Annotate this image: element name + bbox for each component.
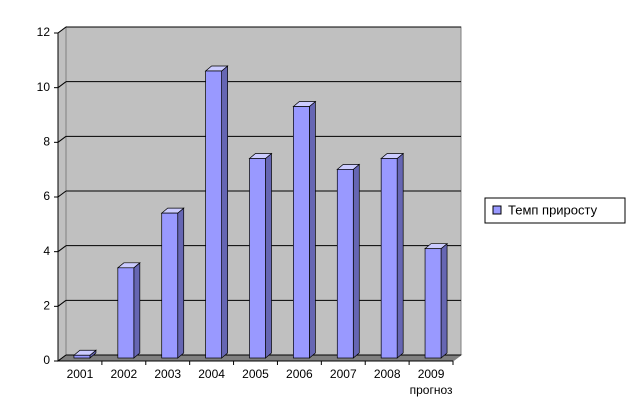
- y-tick-label: 10: [37, 80, 51, 94]
- bar-side: [440, 242, 448, 359]
- bar: [293, 106, 310, 359]
- x-tick-label: 2002: [110, 367, 137, 381]
- bar-side: [265, 152, 272, 359]
- bar: [161, 212, 179, 359]
- y-tick-label: 12: [37, 25, 51, 39]
- grid-line-side: [57, 81, 67, 89]
- grid-line-side: [57, 299, 67, 307]
- grid-line-side: [57, 135, 67, 143]
- bar: [336, 169, 354, 359]
- bar: [117, 267, 135, 359]
- y-tick-label: 6: [43, 189, 50, 203]
- bar-side: [396, 152, 404, 359]
- legend: Темп приросту: [484, 197, 626, 224]
- bar-side: [177, 207, 185, 359]
- x-tick-label: 2003: [154, 367, 181, 381]
- annotation: прогноз: [410, 383, 453, 397]
- y-tick-label: 4: [43, 244, 50, 258]
- x-tick-label: 2006: [286, 367, 313, 381]
- y-tick-label: 0: [43, 353, 50, 367]
- x-tick-label: 2005: [242, 367, 269, 381]
- grid-line-side: [57, 245, 67, 253]
- grid-line-side: [57, 354, 67, 362]
- bar: [249, 158, 266, 359]
- bar-side: [352, 163, 360, 359]
- grid-line-side: [57, 190, 67, 198]
- y-tick-label: 8: [43, 135, 50, 149]
- x-tick-label: 2001: [67, 367, 94, 381]
- bar: [380, 158, 398, 359]
- bar-side: [221, 65, 228, 359]
- grid-line-side: [57, 26, 67, 34]
- x-tick-label: 2008: [374, 367, 401, 381]
- legend-swatch: [492, 205, 502, 215]
- x-tick-label: 2007: [330, 367, 357, 381]
- bar: [424, 248, 442, 359]
- legend-label: Темп приросту: [508, 202, 598, 217]
- bar-side: [133, 262, 141, 359]
- bar: [205, 70, 222, 359]
- x-tick-label: 2009: [418, 367, 445, 381]
- y-tick-label: 2: [43, 299, 50, 313]
- bar-side: [309, 100, 316, 359]
- bar: [73, 354, 91, 359]
- legend-box: [484, 197, 626, 224]
- x-tick-label: 2004: [198, 367, 225, 381]
